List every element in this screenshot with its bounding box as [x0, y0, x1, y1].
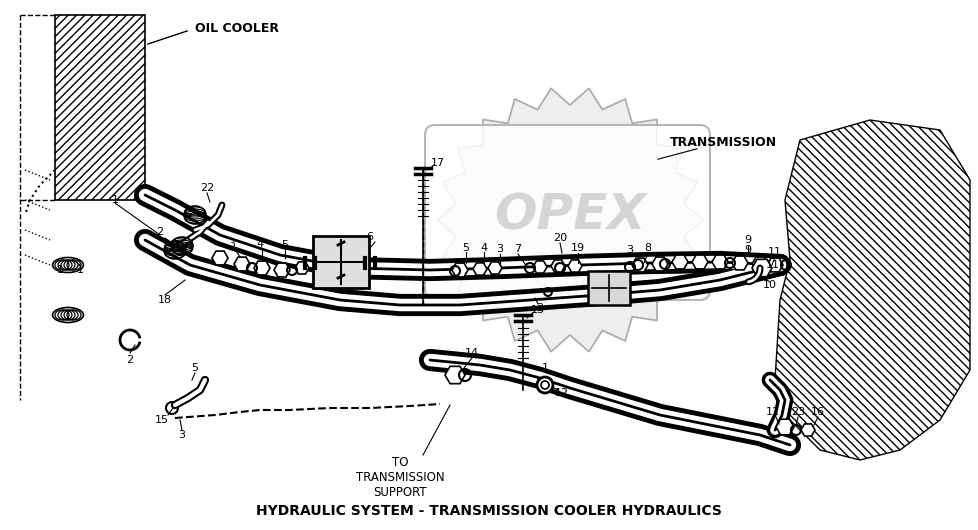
Text: 19: 19	[570, 243, 585, 253]
Text: 3: 3	[228, 239, 236, 249]
Polygon shape	[775, 120, 969, 460]
Text: TRANSMISSION: TRANSMISSION	[669, 137, 777, 149]
Polygon shape	[274, 263, 289, 277]
Text: 11: 11	[765, 407, 779, 417]
Text: 1: 1	[76, 265, 83, 275]
Text: 1: 1	[111, 195, 118, 205]
Text: 2: 2	[126, 355, 133, 365]
Text: 3: 3	[536, 303, 543, 313]
Polygon shape	[445, 366, 465, 384]
Text: 18: 18	[157, 295, 172, 305]
Text: 17: 17	[430, 158, 445, 168]
Text: 4: 4	[480, 243, 487, 253]
Polygon shape	[800, 424, 814, 436]
Text: 1: 1	[57, 265, 64, 275]
Polygon shape	[776, 419, 793, 435]
Text: 3: 3	[496, 244, 503, 254]
Text: 1: 1	[541, 363, 548, 373]
FancyBboxPatch shape	[424, 125, 709, 300]
Polygon shape	[436, 89, 702, 351]
Polygon shape	[567, 260, 581, 272]
Text: 5: 5	[462, 243, 469, 253]
FancyBboxPatch shape	[313, 236, 369, 288]
Text: 5: 5	[282, 240, 289, 250]
Circle shape	[537, 377, 553, 393]
Text: 11: 11	[767, 247, 781, 257]
Text: 3: 3	[626, 245, 633, 255]
Polygon shape	[487, 262, 502, 274]
Text: HYDRAULIC SYSTEM - TRANSMISSION COOLER HYDRAULICS: HYDRAULIC SYSTEM - TRANSMISSION COOLER H…	[256, 504, 721, 518]
Polygon shape	[671, 255, 688, 269]
Polygon shape	[751, 257, 767, 271]
Bar	[55, 15, 145, 200]
Text: 14: 14	[465, 348, 478, 358]
FancyBboxPatch shape	[588, 271, 630, 305]
Text: TO
TRANSMISSION
SUPPORT: TO TRANSMISSION SUPPORT	[355, 456, 444, 499]
Polygon shape	[212, 251, 228, 265]
Text: 13: 13	[530, 305, 545, 315]
Polygon shape	[294, 262, 309, 274]
Polygon shape	[751, 259, 772, 277]
Text: 11: 11	[765, 260, 779, 270]
Polygon shape	[452, 263, 467, 277]
Text: 6: 6	[366, 232, 374, 242]
Text: 23: 23	[790, 407, 804, 417]
Polygon shape	[651, 257, 667, 271]
Text: 15: 15	[155, 415, 169, 425]
Polygon shape	[551, 260, 564, 272]
Text: 5: 5	[192, 363, 199, 373]
Text: 4: 4	[256, 239, 263, 249]
Text: 9: 9	[743, 235, 751, 245]
Text: 9: 9	[743, 245, 751, 255]
Text: OPEX: OPEX	[494, 191, 645, 239]
Polygon shape	[711, 255, 728, 269]
Text: 7: 7	[513, 244, 521, 254]
Polygon shape	[472, 263, 486, 275]
Text: 10: 10	[762, 280, 777, 290]
Text: 16: 16	[810, 407, 824, 417]
Text: OIL COOLER: OIL COOLER	[195, 22, 279, 34]
Polygon shape	[766, 258, 782, 272]
Text: 8: 8	[644, 243, 651, 253]
Polygon shape	[632, 258, 647, 272]
Polygon shape	[234, 257, 249, 271]
Text: 2: 2	[156, 227, 163, 237]
Polygon shape	[532, 261, 547, 273]
Text: 12: 12	[555, 388, 568, 398]
Polygon shape	[691, 255, 707, 269]
Text: 3: 3	[178, 430, 185, 440]
Text: 20: 20	[553, 233, 566, 243]
Polygon shape	[253, 261, 270, 275]
Text: 22: 22	[200, 183, 214, 193]
Polygon shape	[732, 256, 747, 270]
